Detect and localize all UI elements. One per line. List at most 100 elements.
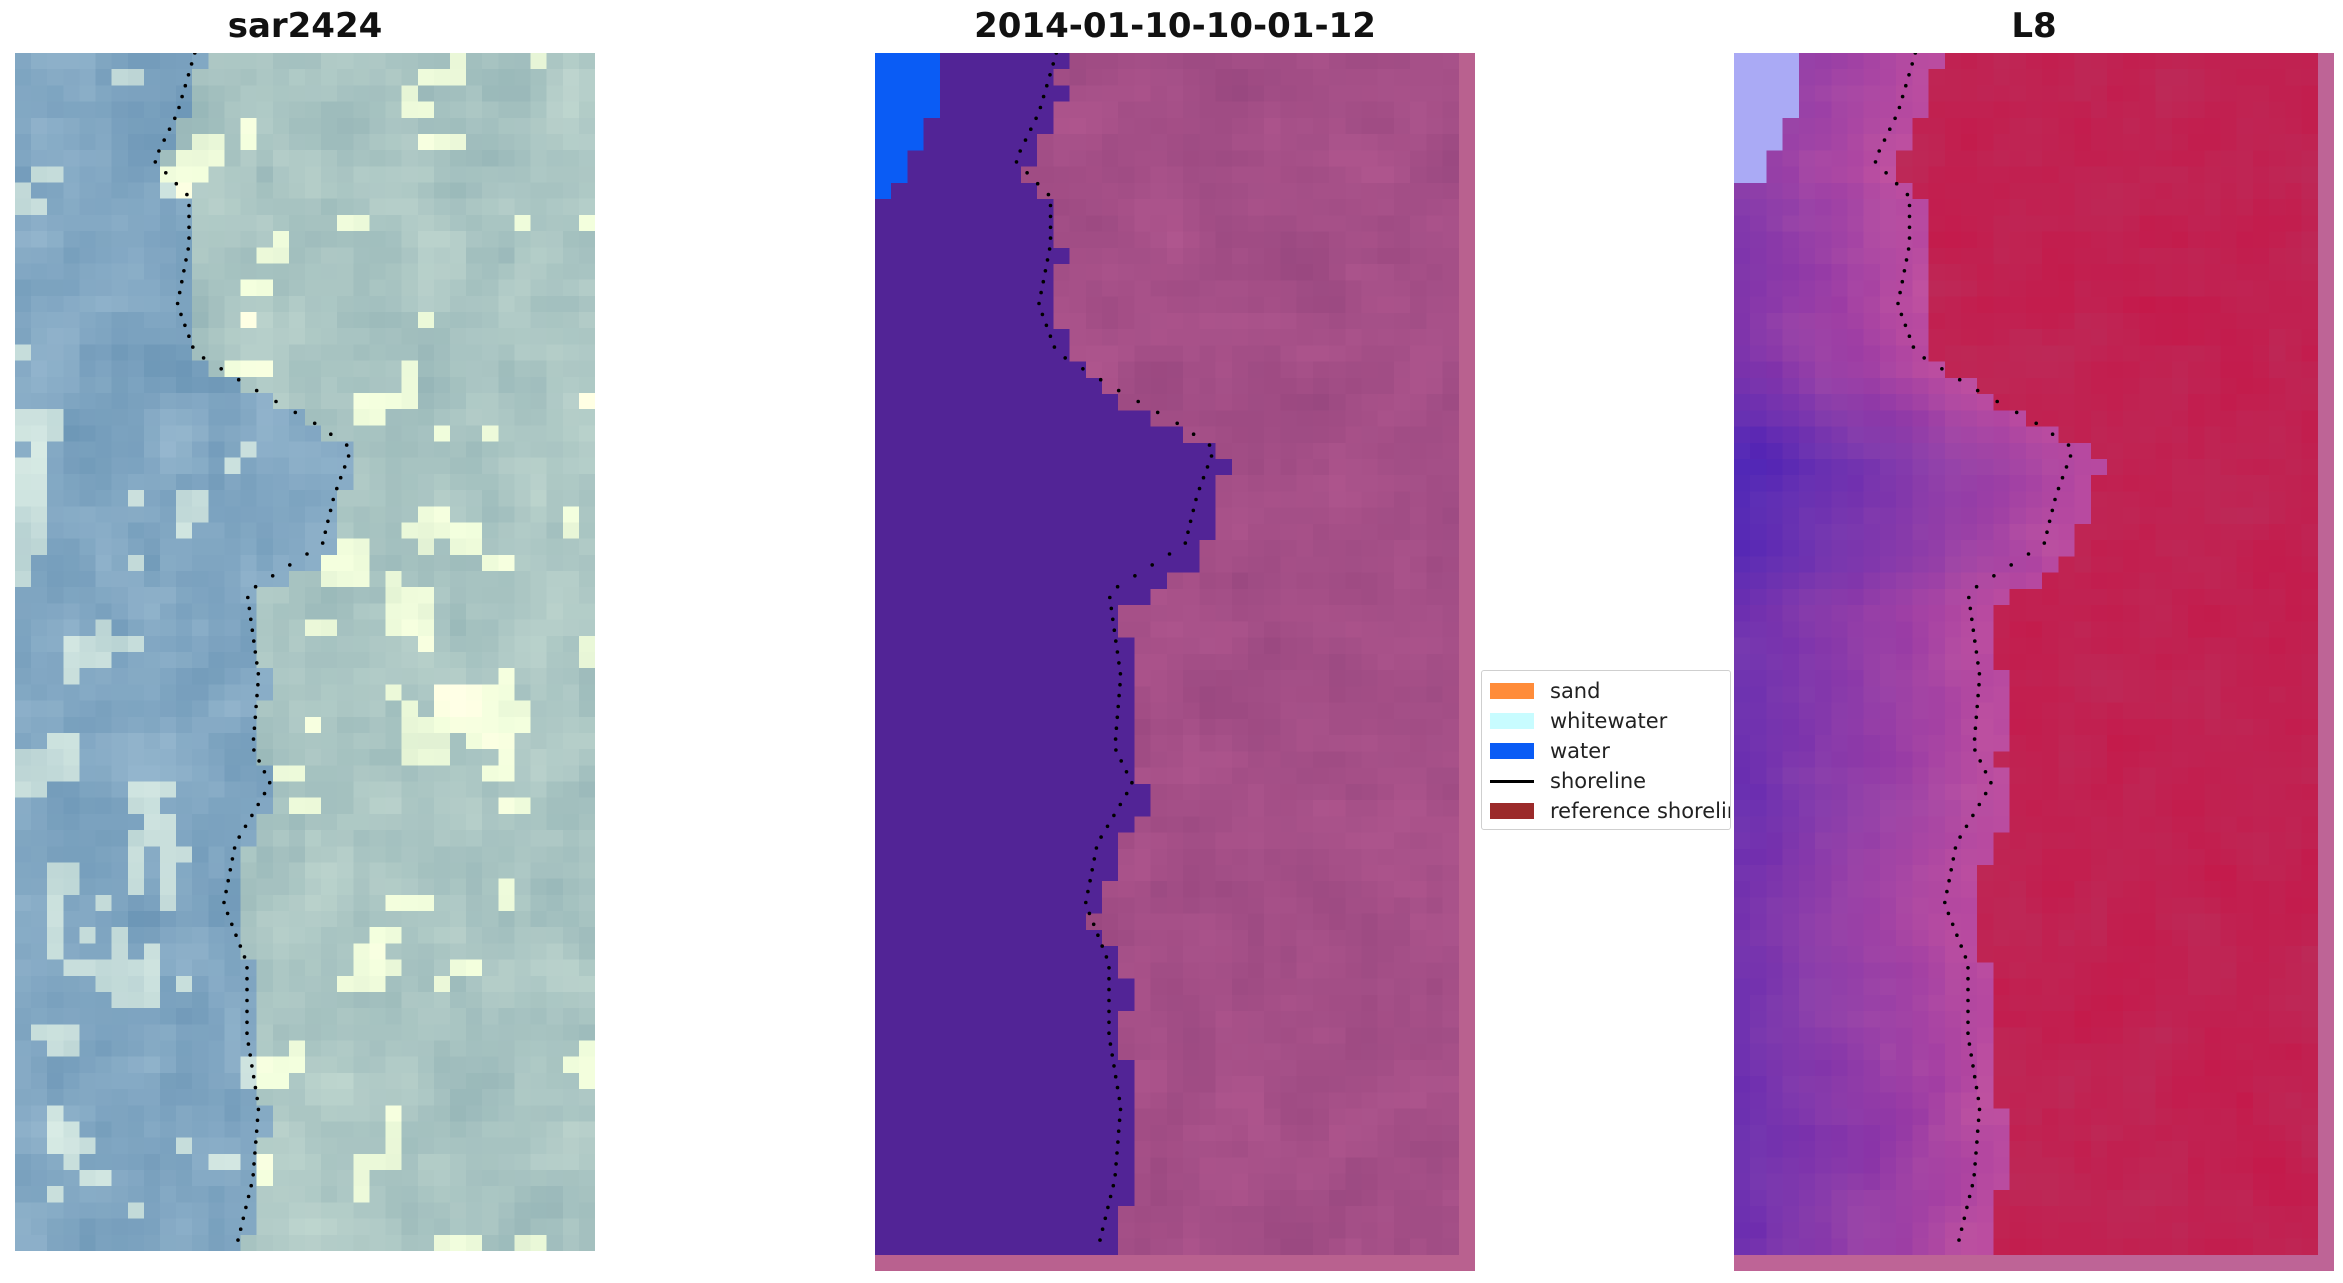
legend-item-reference-shoreline: reference shoreline (1490, 797, 1730, 825)
shoreline-point (1943, 900, 1947, 905)
shoreline-point (248, 1053, 252, 1057)
shoreline-point (1108, 1042, 1113, 1046)
shoreline-point (1040, 312, 1045, 317)
shoreline-point (1966, 966, 1970, 970)
shoreline-point (1968, 606, 1973, 611)
shoreline-point (187, 225, 191, 230)
shoreline-point (1046, 192, 1051, 197)
shoreline-point (238, 944, 243, 948)
shoreline-point (1951, 857, 1956, 861)
shoreline-point (230, 922, 234, 927)
shoreline-point (1974, 715, 1979, 720)
shoreline-point (2026, 552, 2031, 556)
shoreline-point (1175, 421, 1179, 426)
shoreline-point (251, 1074, 256, 1079)
shoreline-point (1088, 878, 1092, 883)
shoreline-point (1106, 1205, 1110, 1210)
shoreline-point (262, 791, 267, 796)
index-image (1734, 53, 2334, 1271)
shoreline-point (1105, 824, 1110, 829)
shoreline-point (246, 1042, 251, 1046)
shoreline-point (241, 1216, 246, 1221)
shoreline-point (323, 530, 328, 534)
shoreline-point (243, 824, 248, 829)
shoreline-point (1091, 922, 1096, 927)
shoreline-point (1205, 465, 1210, 469)
classified-image (875, 53, 1475, 1271)
shoreline-point (250, 1064, 254, 1068)
shoreline-point (1108, 595, 1112, 600)
legend-item-sand: sand (1490, 677, 1600, 705)
shoreline-point (1971, 813, 1975, 818)
shoreline-point (1052, 345, 1057, 349)
shoreline-point (2014, 410, 2019, 415)
shoreline-point (2066, 443, 2071, 447)
shoreline-point (1113, 737, 1118, 741)
shoreline-point (2050, 508, 2055, 513)
shoreline-point (1191, 432, 1196, 437)
shoreline-point (1977, 1107, 1982, 1112)
shoreline-point (1037, 301, 1041, 306)
shoreline-point (1118, 802, 1123, 807)
shoreline-point (1045, 258, 1050, 262)
shoreline-point (245, 987, 249, 992)
shoreline-point (1086, 889, 1090, 894)
shoreline-point (1117, 661, 1121, 665)
classified-image-panel (875, 53, 1475, 1271)
shoreline-point (1194, 497, 1198, 502)
shoreline-point (2064, 465, 2069, 469)
shoreline-point (2042, 541, 2047, 545)
panel-title-rgb: sar2424 (227, 6, 383, 46)
shoreline-point (1117, 693, 1121, 698)
shoreline-point (270, 574, 275, 578)
shoreline-point (187, 203, 191, 208)
shoreline-point (187, 236, 191, 240)
shoreline-point (1973, 726, 1978, 730)
shoreline-point (1117, 1096, 1122, 1101)
shoreline-point (1969, 1053, 1973, 1057)
shoreline-point (1048, 214, 1053, 219)
shoreline-point (1045, 83, 1049, 88)
shoreline-point (1907, 334, 1912, 339)
shoreline-point (1048, 203, 1053, 208)
shoreline-point (249, 617, 253, 622)
shoreline-point (187, 214, 191, 219)
shoreline-point (1966, 976, 1970, 981)
shoreline-point (1907, 73, 1911, 77)
shoreline-point (173, 116, 177, 121)
shoreline-point (326, 519, 330, 524)
shoreline-point (2068, 454, 2073, 458)
shoreline-point (1116, 388, 1121, 393)
shoreline-point (179, 312, 183, 317)
shoreline-point (1048, 334, 1053, 339)
shoreline-point (1904, 83, 1908, 88)
shoreline-point (254, 704, 258, 709)
shoreline-point (1873, 160, 1878, 164)
shoreline-point (2045, 530, 2049, 534)
shoreline-point (1940, 367, 1944, 371)
shoreline-point (1947, 878, 1951, 883)
shoreline-point (1888, 127, 1892, 131)
shoreline-point (253, 1151, 257, 1155)
shoreline-point (329, 432, 333, 437)
shoreline-point (1063, 356, 1067, 360)
shoreline-point (1118, 672, 1123, 676)
shoreline-point (1116, 1129, 1121, 1133)
shoreline-point (1100, 1227, 1105, 1231)
shoreline-point (247, 606, 252, 611)
index-image-panel (1734, 53, 2334, 1271)
shoreline-point (1115, 715, 1120, 720)
shoreline-point (245, 998, 249, 1003)
shoreline-point (222, 900, 226, 905)
shoreline-point (1044, 323, 1049, 328)
shoreline-point (1112, 1064, 1116, 1068)
shoreline-point (1949, 868, 1953, 872)
shoreline-point (257, 759, 261, 763)
shoreline-point (180, 94, 184, 99)
shoreline-point (1900, 279, 1905, 284)
panel-title-classified: 2014-01-10-10-01-12 (974, 6, 1376, 46)
shoreline-point (189, 62, 194, 66)
shoreline-point (157, 149, 161, 153)
shoreline-point (267, 780, 272, 785)
shoreline-point (1907, 236, 1912, 240)
